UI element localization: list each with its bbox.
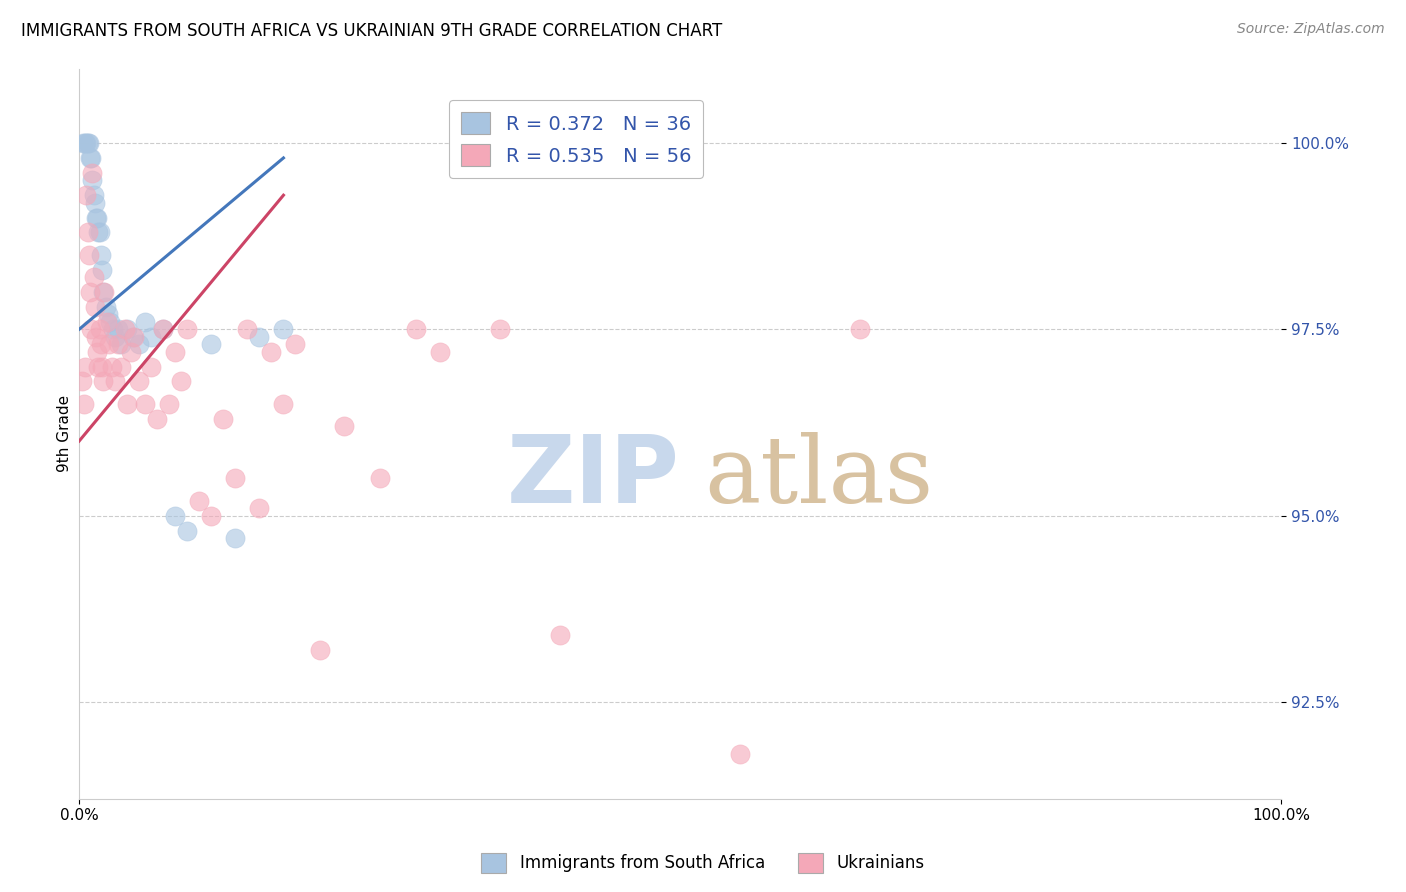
Point xyxy=(82,166,104,180)
Point xyxy=(91,359,114,374)
Text: IMMIGRANTS FROM SOUTH AFRICA VS UKRAINIAN 9TH GRADE CORRELATION CHART: IMMIGRANTS FROM SOUTH AFRICA VS UKRAINIA… xyxy=(21,22,723,40)
Point xyxy=(90,248,112,262)
Point xyxy=(101,322,124,336)
Point xyxy=(79,285,101,299)
Point xyxy=(93,285,115,299)
Point xyxy=(284,337,307,351)
Point xyxy=(429,344,451,359)
Point xyxy=(104,375,127,389)
Point xyxy=(83,300,105,314)
Point xyxy=(83,188,105,202)
Point xyxy=(176,524,198,538)
Point xyxy=(176,322,198,336)
Point xyxy=(165,508,187,523)
Point xyxy=(91,285,114,299)
Point xyxy=(75,359,97,374)
Point xyxy=(100,315,122,329)
Point xyxy=(70,375,93,389)
Point xyxy=(97,307,120,321)
Y-axis label: 9th Grade: 9th Grade xyxy=(58,395,72,472)
Point xyxy=(405,322,427,336)
Point xyxy=(87,226,110,240)
Point xyxy=(82,173,104,187)
Point xyxy=(104,330,127,344)
Point xyxy=(98,337,121,351)
Point xyxy=(165,344,187,359)
Point xyxy=(86,344,108,359)
Point xyxy=(849,322,872,336)
Point xyxy=(77,248,100,262)
Point xyxy=(157,397,180,411)
Point xyxy=(80,151,103,165)
Point xyxy=(115,322,138,336)
Point xyxy=(120,344,142,359)
Point xyxy=(134,315,156,329)
Point xyxy=(79,151,101,165)
Point xyxy=(87,359,110,374)
Point xyxy=(273,397,295,411)
Point xyxy=(91,375,114,389)
Point xyxy=(249,330,271,344)
Point xyxy=(77,136,100,150)
Point xyxy=(89,226,111,240)
Text: atlas: atlas xyxy=(704,433,934,523)
Point xyxy=(94,300,117,314)
Point xyxy=(249,501,271,516)
Text: ZIP: ZIP xyxy=(508,432,681,524)
Point xyxy=(224,471,246,485)
Point xyxy=(368,471,391,485)
Point xyxy=(124,330,146,344)
Point xyxy=(141,330,163,344)
Point xyxy=(273,322,295,336)
Point xyxy=(128,337,150,351)
Point xyxy=(200,337,222,351)
Point xyxy=(75,136,97,150)
Point xyxy=(260,344,283,359)
Point xyxy=(107,337,129,351)
Point xyxy=(84,330,107,344)
Point xyxy=(73,397,96,411)
Point xyxy=(80,322,103,336)
Point xyxy=(75,188,97,202)
Point xyxy=(236,322,259,336)
Point xyxy=(170,375,193,389)
Point xyxy=(110,359,132,374)
Point xyxy=(72,136,94,150)
Point xyxy=(84,211,107,225)
Point xyxy=(224,531,246,545)
Point xyxy=(83,195,105,210)
Point xyxy=(488,322,510,336)
Point xyxy=(200,508,222,523)
Point xyxy=(100,359,122,374)
Point xyxy=(212,411,235,425)
Point xyxy=(332,419,354,434)
Legend: Immigrants from South Africa, Ukrainians: Immigrants from South Africa, Ukrainians xyxy=(475,847,931,880)
Point xyxy=(107,322,129,336)
Point xyxy=(76,136,98,150)
Point xyxy=(86,211,108,225)
Point xyxy=(141,359,163,374)
Point xyxy=(91,262,114,277)
Point xyxy=(110,337,132,351)
Point xyxy=(152,322,174,336)
Point xyxy=(188,493,211,508)
Point xyxy=(76,226,98,240)
Point xyxy=(308,642,330,657)
Point xyxy=(89,322,111,336)
Point xyxy=(96,315,118,329)
Point xyxy=(122,330,145,344)
Point xyxy=(152,322,174,336)
Text: Source: ZipAtlas.com: Source: ZipAtlas.com xyxy=(1237,22,1385,37)
Point xyxy=(90,337,112,351)
Point xyxy=(75,136,97,150)
Point xyxy=(146,411,169,425)
Point xyxy=(115,397,138,411)
Point xyxy=(128,375,150,389)
Legend: R = 0.372   N = 36, R = 0.535   N = 56: R = 0.372 N = 36, R = 0.535 N = 56 xyxy=(450,100,703,178)
Point xyxy=(728,747,751,761)
Point xyxy=(114,322,136,336)
Point xyxy=(134,397,156,411)
Point xyxy=(83,270,105,285)
Point xyxy=(548,628,571,642)
